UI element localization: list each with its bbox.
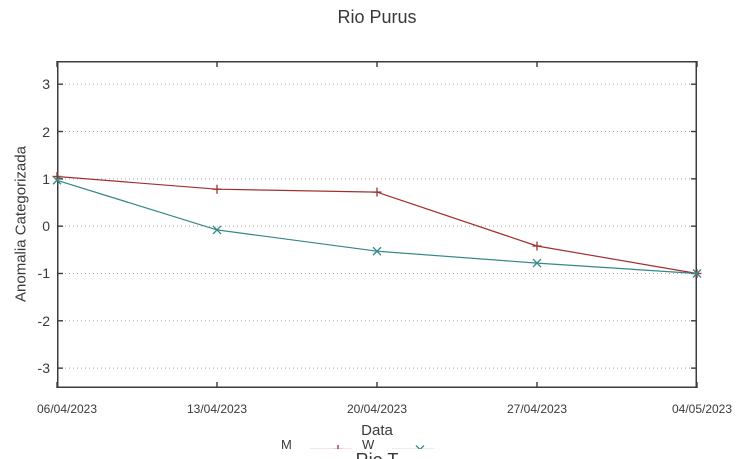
plot-border <box>57 61 697 388</box>
xtick-label-4: 04/05/2023 <box>671 402 733 416</box>
ytick-label-2: 2 <box>42 123 50 140</box>
series-markers-1 <box>52 171 702 278</box>
ytick-label-0: 0 <box>42 218 50 235</box>
plot-area <box>52 61 702 388</box>
xtick-label-0: 06/04/2023 <box>36 402 98 416</box>
chart-title: Rio Purus <box>337 7 417 27</box>
xtick-label-3: 27/04/2023 <box>506 402 568 416</box>
series-markers-2 <box>52 175 702 278</box>
ytick-label--1: -1 <box>37 265 50 282</box>
next-chart-title: Rio T <box>57 450 697 459</box>
ytick-label--2: -2 <box>37 312 50 329</box>
ytick-label-1: 1 <box>42 170 50 187</box>
legend-clipped: M W <box>0 437 752 449</box>
legend-sample-series-2-cross-icon <box>392 445 434 449</box>
legend-label-series-1: M <box>281 437 292 449</box>
ytick-label--3: -3 <box>37 360 50 377</box>
next-chart-title-clipped: Rio T <box>57 450 697 459</box>
xtick-label-1: 13/04/2023 <box>186 402 248 416</box>
x-axis-label: Data <box>361 422 393 439</box>
ytick-label-3: 3 <box>42 76 50 93</box>
legend-label-series-2: W <box>362 437 375 449</box>
legend-sample-series-1-plus-icon <box>310 445 352 449</box>
plot-canvas <box>52 61 702 388</box>
xtick-label-2: 20/04/2023 <box>346 402 408 416</box>
